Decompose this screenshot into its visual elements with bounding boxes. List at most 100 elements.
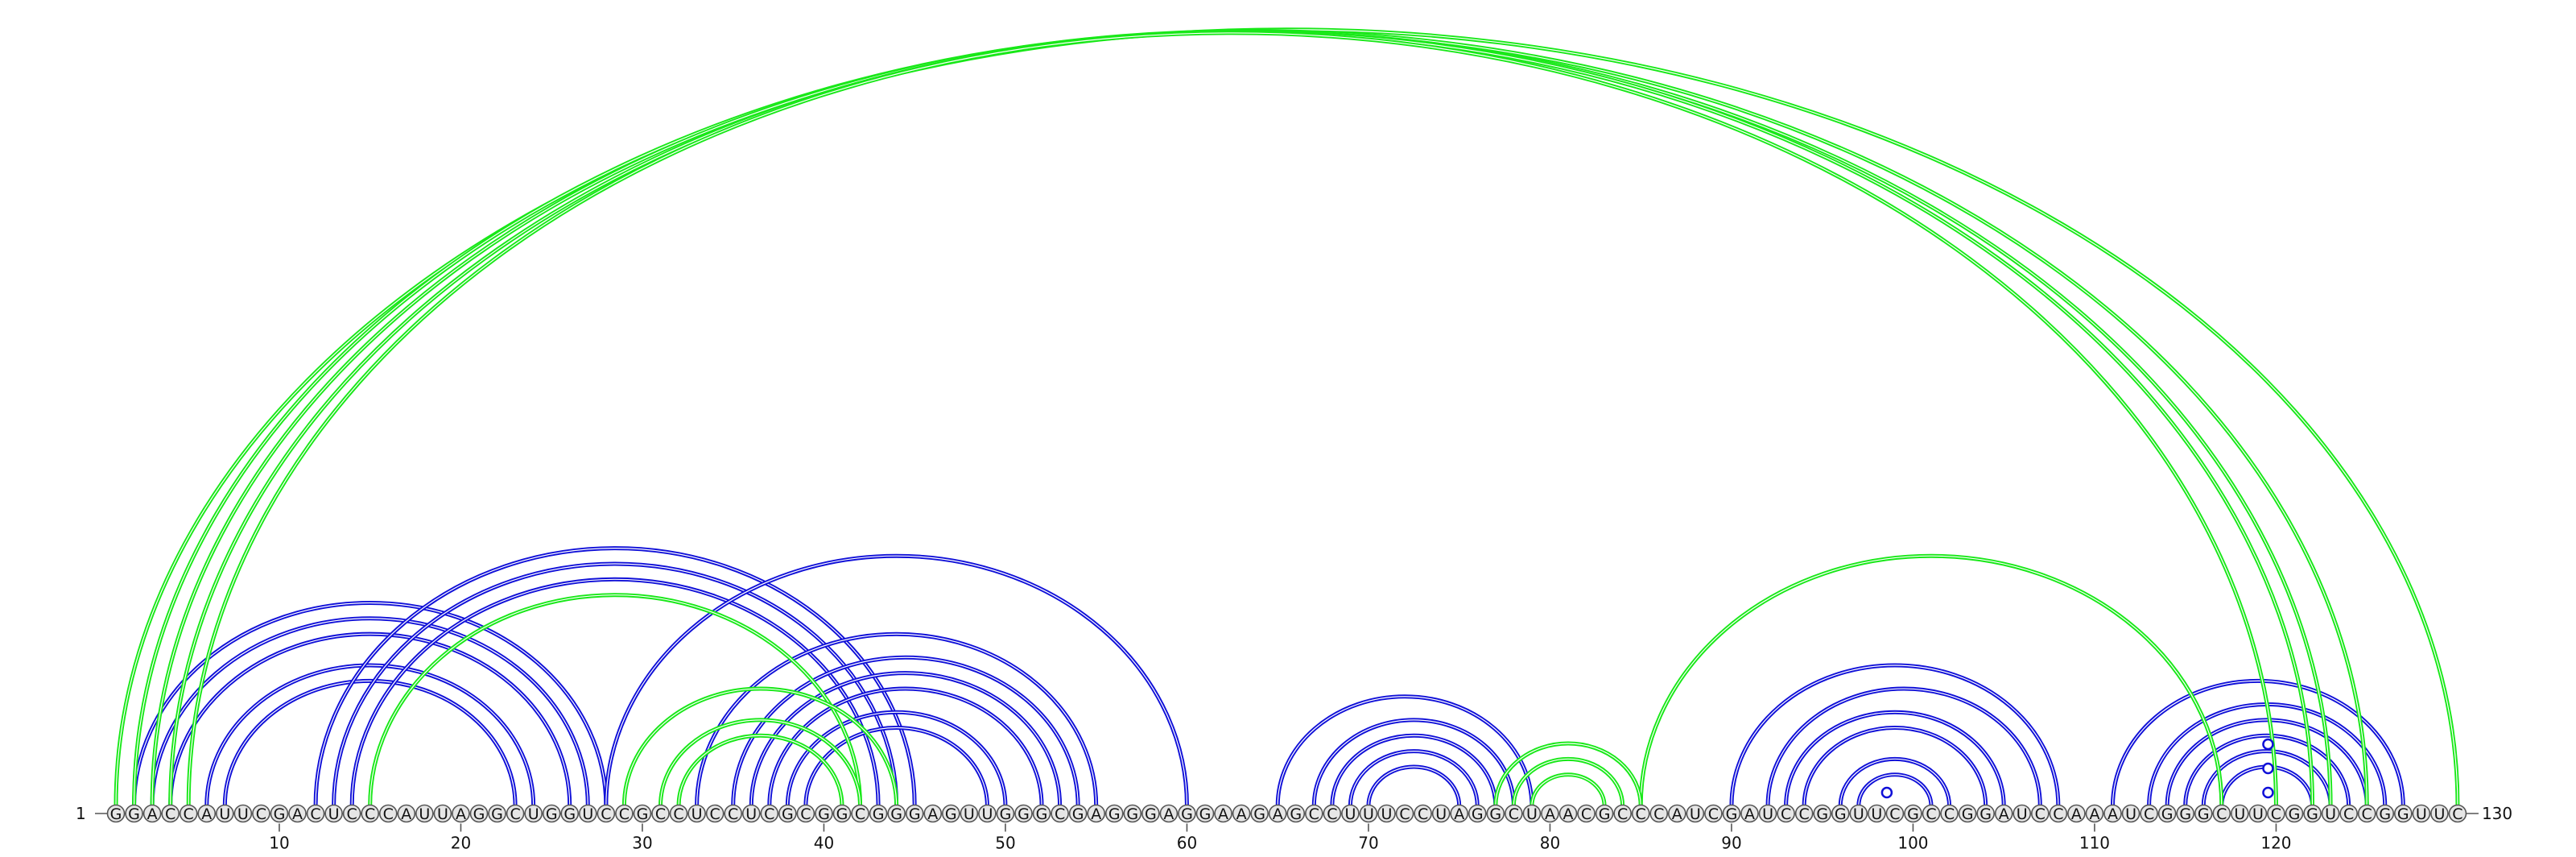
nucleotide-104: G bbox=[1976, 804, 1995, 823]
nucleotide-14: C bbox=[342, 804, 361, 823]
nucleotide-circle bbox=[1613, 804, 1632, 823]
nucleotide-48: U bbox=[960, 804, 979, 823]
nucleotide-circle bbox=[488, 804, 506, 823]
nucleotide-36: U bbox=[741, 804, 761, 823]
base-pair-arcs bbox=[114, 29, 2460, 806]
nucleotide-circle bbox=[524, 804, 543, 823]
nucleotide-letter: G bbox=[1290, 805, 1302, 823]
nucleotide-113: C bbox=[2140, 804, 2158, 823]
nested-arc-gap-97-101 bbox=[1858, 774, 1932, 806]
nucleotide-letter: C bbox=[619, 805, 630, 823]
tick-label-50: 50 bbox=[995, 834, 1015, 853]
nucleotide-circle bbox=[2049, 804, 2068, 823]
nucleotide-letter: C bbox=[1509, 805, 1519, 823]
nucleotide-circle bbox=[960, 804, 979, 823]
nucleotide-letter: C bbox=[2452, 805, 2462, 823]
nucleotide-circle bbox=[506, 804, 525, 823]
nucleotide-circle bbox=[1087, 804, 1105, 823]
nucleotide-letter: A bbox=[1236, 805, 1247, 823]
pseudoknot-arc-gap-85-117 bbox=[1640, 555, 2223, 806]
nucleotide-circle bbox=[1377, 804, 1396, 823]
nested-arc-94-104 bbox=[1802, 726, 1988, 806]
nucleotide-letter: U bbox=[528, 805, 539, 823]
nucleotide-letter: A bbox=[401, 805, 411, 823]
nucleotide-letter: U bbox=[2125, 805, 2136, 823]
nucleotide-51: G bbox=[1014, 804, 1033, 823]
nested-arc-35-54 bbox=[731, 655, 1080, 806]
nucleotide-circle bbox=[306, 804, 325, 823]
nucleotide-93: C bbox=[1777, 804, 1795, 823]
nucleotide-57: G bbox=[1123, 804, 1142, 823]
nested-arc-gap-38-50 bbox=[786, 711, 1006, 806]
nucleotide-letter: U bbox=[2434, 805, 2445, 823]
nucleotide-26: G bbox=[560, 804, 580, 823]
nucleotide-121: G bbox=[2285, 804, 2304, 823]
nucleotide-circle bbox=[1232, 804, 1251, 823]
nucleotide-72: C bbox=[1395, 804, 1414, 823]
nucleotide-42: C bbox=[851, 804, 869, 823]
nucleotide-circle bbox=[1522, 804, 1542, 823]
nucleotide-85: C bbox=[1631, 804, 1650, 823]
nucleotide-letter: C bbox=[1708, 805, 1719, 823]
pseudoknot-arc-5-120 bbox=[188, 33, 2276, 806]
nucleotide-81: A bbox=[1558, 804, 1578, 823]
nucleotide-letter: C bbox=[2035, 805, 2046, 823]
nucleotide-circle bbox=[215, 804, 234, 823]
nucleotide-circle bbox=[1922, 804, 1941, 823]
nucleotide-31: C bbox=[651, 804, 670, 823]
nucleotide-letter: G bbox=[836, 805, 848, 823]
nucleotide-17: A bbox=[397, 804, 416, 823]
nucleotide-circle bbox=[2231, 804, 2249, 823]
nucleotide-75: A bbox=[1450, 804, 1468, 823]
nucleotide-letter: G bbox=[1126, 805, 1138, 823]
nucleotide-letter: A bbox=[147, 805, 158, 823]
nucleotide-4: C bbox=[161, 804, 180, 823]
nested-arc-3-27 bbox=[150, 616, 590, 806]
nucleotide-13: U bbox=[324, 804, 343, 823]
nucleotide-letter: G bbox=[1835, 805, 1847, 823]
nucleotide-circle bbox=[996, 804, 1015, 823]
nucleotide-letter: C bbox=[1581, 805, 1591, 823]
nucleotide-circle bbox=[125, 804, 143, 823]
nucleotide-letter: A bbox=[1563, 805, 1574, 823]
nucleotide-68: C bbox=[1323, 804, 1342, 823]
nucleotide-letter: G bbox=[890, 805, 902, 823]
nucleotide-letter: G bbox=[2179, 805, 2191, 823]
nucleotide-82: C bbox=[1577, 804, 1596, 823]
nucleotide-letter: G bbox=[473, 805, 485, 823]
pseudoknot-arc-85-117 bbox=[1638, 553, 2224, 806]
nucleotide-circle bbox=[1541, 804, 1559, 823]
nucleotide-110: A bbox=[2085, 804, 2104, 823]
pseudoknot-arc-2-125 bbox=[132, 29, 2369, 806]
nucleotide-67: C bbox=[1305, 804, 1323, 823]
nucleotide-79: U bbox=[1522, 804, 1542, 823]
pseudoknot-arc-gap-29-44 bbox=[623, 688, 898, 806]
nucleotide-47: G bbox=[942, 804, 960, 823]
nucleotide-letter: C bbox=[673, 805, 683, 823]
nucleotide-circle bbox=[1668, 804, 1686, 823]
nucleotide-letter: U bbox=[1853, 805, 1864, 823]
nucleotide-letter: A bbox=[1091, 805, 1101, 823]
pseudoknot-arc-gap-4-122 bbox=[170, 31, 2314, 806]
nucleotide-circle bbox=[324, 804, 343, 823]
nucleotide-86: C bbox=[1649, 804, 1669, 823]
nucleotide-53: C bbox=[1051, 804, 1069, 823]
nucleotide-letter: A bbox=[201, 805, 212, 823]
nucleotide-52: G bbox=[1032, 804, 1051, 823]
nucleotide-91: A bbox=[1740, 804, 1759, 823]
nucleotide-circle bbox=[669, 804, 688, 823]
nucleotide-letter: C bbox=[1636, 805, 1646, 823]
nucleotide-letter: U bbox=[419, 805, 430, 823]
nucleotide-circle bbox=[905, 804, 924, 823]
nucleotide-circle bbox=[1577, 804, 1596, 823]
nested-arc-gap-3-27 bbox=[151, 618, 588, 806]
nucleotide-letter: G bbox=[1726, 805, 1738, 823]
nucleotide-circle bbox=[741, 804, 761, 823]
nucleotide-letter: G bbox=[1489, 805, 1501, 823]
nucleotide-letter: C bbox=[165, 805, 175, 823]
nucleotide-circle bbox=[2103, 804, 2122, 823]
nucleotide-letter: U bbox=[981, 805, 993, 823]
nucleotide-12: C bbox=[306, 804, 325, 823]
nucleotide-77: G bbox=[1486, 804, 1505, 823]
nucleotide-letter: G bbox=[1036, 805, 1048, 823]
